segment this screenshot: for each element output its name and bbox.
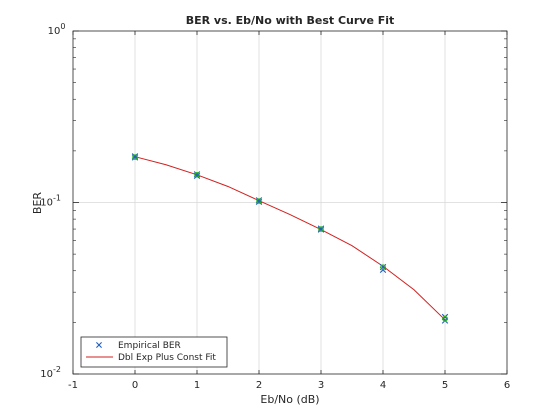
legend-label-empirical: Empirical BER <box>118 341 181 351</box>
legend-x-marker <box>96 342 102 348</box>
x-tick-label: 4 <box>380 380 386 391</box>
x-tick-label: 2 <box>256 380 262 391</box>
legend-marker-empirical <box>96 342 102 348</box>
y-tick-base: 10 <box>40 369 53 380</box>
x-tick-label: 0 <box>132 380 138 391</box>
plot-frame <box>72 30 508 375</box>
y-tick-exponent: -2 <box>53 365 61 374</box>
y-tick-base: 10 <box>40 198 53 209</box>
legend-label-fit: Dbl Exp Plus Const Fit <box>118 353 216 363</box>
x-axis-label: Eb/No (dB) <box>260 393 319 406</box>
ber-data-point-o <box>132 154 138 160</box>
y-tick-base: 10 <box>48 26 61 37</box>
y-axis-label: BER <box>31 192 44 214</box>
y-tick-exponent: 0 <box>60 22 65 31</box>
ber-data-point-o <box>318 226 324 232</box>
x-tick-label: -1 <box>68 380 78 391</box>
ber-data-point-o <box>380 264 386 270</box>
y-tick-exponent: -1 <box>53 194 61 203</box>
legend-x-marker-stroke-b <box>96 342 102 348</box>
fit-curve <box>134 156 446 321</box>
ber-data-point-o <box>194 172 200 178</box>
legend-box <box>80 336 228 368</box>
ber-data-point-o <box>256 198 262 204</box>
legend: Empirical BER Dbl Exp Plus Const Fit <box>80 336 228 368</box>
chart-title: BER vs. Eb/No with Best Curve Fit <box>186 14 395 27</box>
x-tick-label: 3 <box>318 380 324 391</box>
y-tick-label: 10-1 <box>40 194 61 209</box>
y-tick-label: 10-2 <box>40 365 61 380</box>
x-tick-label: 5 <box>442 380 448 391</box>
x-tick-label: 6 <box>504 380 510 391</box>
series-layer <box>131 153 449 324</box>
y-tick-label: 100 <box>48 22 66 37</box>
x-tick-label: 1 <box>194 380 200 391</box>
ber-data-point-o <box>442 315 448 322</box>
